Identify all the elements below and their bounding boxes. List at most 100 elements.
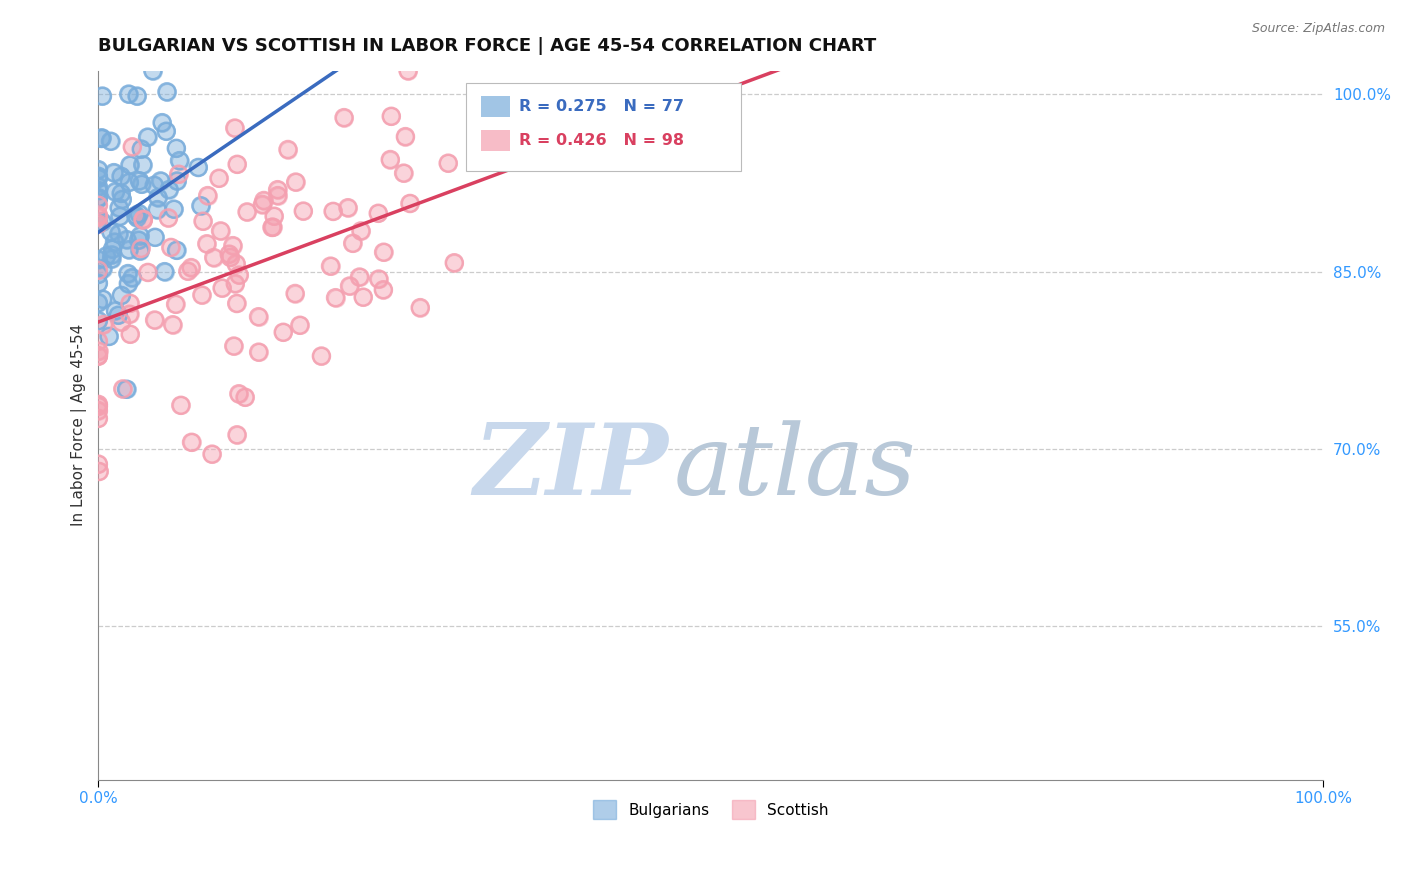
- Point: [319, 259, 342, 273]
- Point: [128, 233, 150, 247]
- Point: [322, 204, 344, 219]
- Point: [87, 277, 110, 291]
- Point: [143, 178, 166, 193]
- Point: [222, 339, 245, 353]
- Point: [394, 129, 416, 144]
- Point: [129, 229, 152, 244]
- Point: [409, 301, 432, 315]
- Point: [87, 192, 110, 206]
- Point: [108, 227, 131, 241]
- Point: [202, 251, 225, 265]
- Point: [197, 188, 219, 202]
- Point: [339, 279, 361, 293]
- Point: [115, 233, 138, 247]
- Point: [87, 268, 110, 282]
- Point: [396, 63, 419, 78]
- Point: [224, 121, 246, 136]
- Point: [180, 435, 202, 450]
- Point: [87, 169, 110, 184]
- Point: [87, 208, 110, 222]
- Legend: Bulgarians, Scottish: Bulgarians, Scottish: [586, 794, 835, 825]
- Point: [100, 225, 122, 239]
- Point: [267, 188, 290, 202]
- Point: [87, 397, 110, 411]
- Point: [228, 268, 250, 282]
- Point: [218, 247, 240, 261]
- Point: [104, 185, 127, 199]
- Point: [118, 87, 141, 102]
- Point: [87, 465, 110, 479]
- Point: [118, 296, 141, 310]
- Point: [252, 197, 274, 211]
- Point: [392, 166, 415, 180]
- Point: [157, 211, 180, 225]
- Point: [162, 318, 184, 332]
- Point: [333, 111, 356, 125]
- Point: [128, 233, 150, 247]
- Point: [101, 242, 124, 256]
- Point: [288, 318, 311, 333]
- Point: [311, 349, 333, 363]
- Point: [117, 277, 139, 291]
- Point: [87, 252, 110, 267]
- Point: [222, 238, 245, 252]
- Point: [177, 264, 200, 278]
- Point: [143, 230, 166, 244]
- Point: [118, 175, 141, 189]
- Point: [87, 252, 110, 267]
- Point: [103, 166, 125, 180]
- Point: [91, 215, 114, 229]
- Point: [87, 411, 110, 425]
- Point: [166, 244, 188, 258]
- Point: [222, 238, 245, 252]
- Point: [125, 89, 148, 103]
- Point: [247, 310, 270, 324]
- Point: [142, 63, 165, 78]
- Point: [219, 251, 242, 265]
- Point: [91, 293, 114, 307]
- Point: [233, 390, 256, 404]
- Point: [118, 158, 141, 172]
- Point: [195, 236, 218, 251]
- Point: [87, 400, 110, 414]
- Point: [87, 349, 110, 363]
- Point: [247, 345, 270, 359]
- Point: [349, 270, 371, 285]
- Point: [271, 326, 294, 340]
- Point: [337, 201, 360, 215]
- Point: [100, 134, 122, 148]
- Point: [87, 344, 110, 359]
- Point: [87, 263, 110, 277]
- Point: [247, 310, 270, 324]
- Point: [342, 236, 364, 251]
- Point: [163, 202, 186, 217]
- Point: [87, 171, 110, 186]
- Point: [118, 243, 141, 257]
- Point: [87, 465, 110, 479]
- Point: [352, 290, 374, 304]
- Point: [118, 158, 141, 172]
- Point: [228, 386, 250, 401]
- Point: [128, 207, 150, 221]
- Point: [132, 212, 155, 227]
- Point: [263, 209, 285, 223]
- Point: [163, 202, 186, 217]
- Point: [165, 297, 187, 311]
- Point: [101, 242, 124, 256]
- Point: [90, 131, 112, 145]
- Text: BULGARIAN VS SCOTTISH IN LABOR FORCE | AGE 45-54 CORRELATION CHART: BULGARIAN VS SCOTTISH IN LABOR FORCE | A…: [98, 37, 876, 55]
- Point: [437, 156, 460, 170]
- Point: [373, 245, 395, 260]
- Point: [190, 199, 212, 213]
- Point: [190, 199, 212, 213]
- Point: [111, 193, 134, 207]
- Point: [98, 329, 121, 343]
- Point: [131, 178, 153, 192]
- Point: [187, 161, 209, 175]
- Point: [107, 308, 129, 322]
- Point: [87, 403, 110, 417]
- Point: [197, 188, 219, 202]
- Point: [253, 194, 276, 208]
- Point: [132, 212, 155, 227]
- FancyBboxPatch shape: [481, 95, 510, 117]
